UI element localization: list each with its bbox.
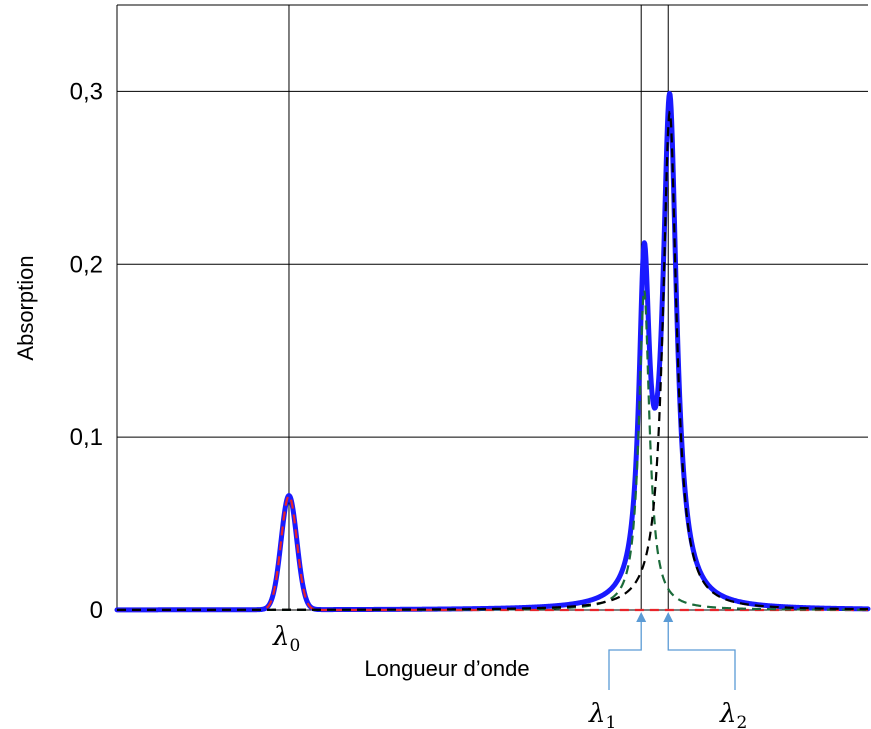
lambda1-arrowhead bbox=[636, 612, 647, 622]
y-tick-label: 0,3 bbox=[70, 78, 103, 105]
x-tick-label-lambda0: λ0 bbox=[272, 622, 300, 656]
x-tick-label-lambda1: λ1 bbox=[588, 699, 616, 729]
series-total-line bbox=[114, 90, 871, 613]
lambda1-callout-line bbox=[608, 614, 642, 690]
y-tick-label: 0,1 bbox=[70, 424, 103, 451]
lambda2-callout-line bbox=[667, 614, 736, 690]
x-tick-label-lambda1-subscript: 1 bbox=[605, 713, 616, 729]
series-component1-line bbox=[117, 286, 868, 612]
lambda2-arrowhead bbox=[663, 612, 674, 622]
series-component2-line bbox=[117, 110, 869, 611]
grid-layer bbox=[116, 4, 868, 611]
y-tick-label: 0 bbox=[90, 597, 103, 624]
x-tick-label-lambda2: λ2 bbox=[719, 699, 747, 729]
series-component0-line bbox=[117, 494, 868, 612]
x-tick-label-lambda2-subscript: 2 bbox=[736, 713, 747, 729]
curve-layer bbox=[114, 90, 871, 613]
x-axis-title: Longueur d’onde bbox=[364, 656, 529, 681]
y-axis-title: Absorption bbox=[13, 255, 38, 360]
x-tick-label-lambda0-subscript: 0 bbox=[289, 636, 300, 656]
y-tick-label: 0,2 bbox=[70, 251, 103, 278]
label-layer: 0 0,1 0,2 0,3 λ0 λ1 λ2 bbox=[70, 78, 748, 729]
